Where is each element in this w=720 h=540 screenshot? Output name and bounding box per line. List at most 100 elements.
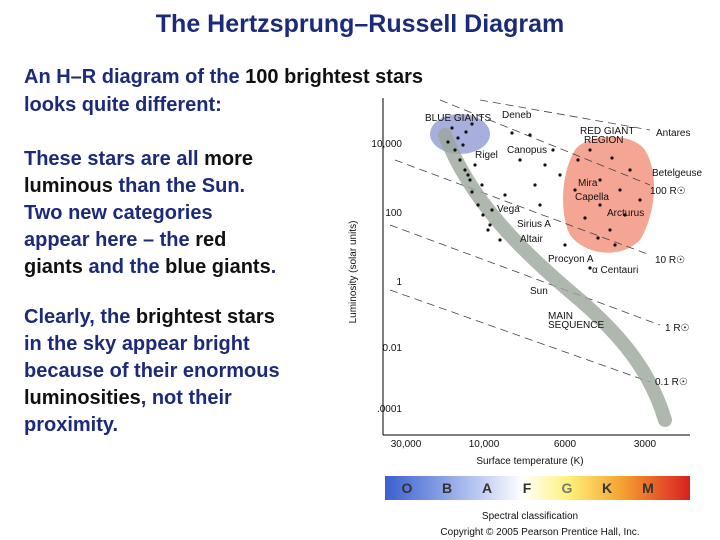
main-sequence: [438, 128, 672, 427]
text-segment: .: [271, 256, 277, 278]
star-dot: [628, 168, 632, 172]
star-dot: [598, 203, 602, 207]
text-segment: and the: [83, 256, 165, 278]
star-dot: [466, 173, 470, 177]
star-dot: [558, 173, 562, 177]
text-line: These stars are all more: [24, 148, 253, 170]
text-segment: , not their: [141, 387, 232, 409]
star-dot: [490, 208, 494, 212]
star-dot: [503, 193, 507, 197]
star-dot: [461, 143, 465, 147]
star-label: 1 R☉: [665, 323, 690, 334]
star-label: Vega: [497, 204, 520, 215]
star-dot: [613, 243, 617, 247]
spectral-class: G: [562, 480, 573, 496]
star-dot: [588, 266, 592, 270]
star-dot: [563, 243, 567, 247]
spectral-class: K: [602, 480, 612, 496]
y-axis-label: Luminosity (solar units): [348, 221, 359, 324]
text-line: looks quite different:: [24, 94, 222, 116]
text-segment: appear here – the: [24, 229, 195, 251]
star-dot: [583, 216, 587, 220]
star-dot: [588, 148, 592, 152]
text-segment: Clearly, the: [24, 306, 136, 328]
y-tick-label: 0.01: [383, 343, 403, 354]
star-dot: [596, 236, 600, 240]
text-line: Two new categories: [24, 202, 213, 224]
y-tick-label: 10,000: [371, 139, 402, 150]
star-label: Procyon A: [548, 254, 594, 265]
spectral-class: F: [523, 480, 532, 496]
text-segment: looks quite different:: [24, 94, 222, 116]
emphasis: blue giants: [165, 256, 271, 278]
star-label: Sun: [530, 286, 548, 297]
star-label: Canopus: [507, 145, 547, 156]
star-label: 0.1 R☉: [655, 377, 688, 388]
star-dot: [538, 203, 542, 207]
star-label: REGION: [584, 135, 623, 146]
spectral-class: O: [402, 480, 413, 496]
emphasis: giants: [24, 256, 83, 278]
star-label: 10 R☉: [655, 255, 685, 266]
emphasis: brightest stars: [136, 306, 275, 328]
star-dot: [576, 158, 580, 162]
star-label: Rigel: [475, 150, 498, 161]
star-dot: [464, 130, 468, 134]
star-dot: [598, 178, 602, 182]
star-label: SEQUENCE: [548, 320, 604, 331]
star-label: Betelgeuse: [652, 168, 702, 179]
star-dot: [473, 163, 477, 167]
text-line: appear here – the red: [24, 229, 226, 251]
star-label: Capella: [575, 192, 609, 203]
star-dot: [450, 126, 454, 130]
emphasis: 100 brightest stars: [245, 66, 423, 88]
star-dot: [623, 213, 627, 217]
star-label: α Centauri: [592, 265, 638, 276]
text-segment: Two new categories: [24, 202, 213, 224]
emphasis: red: [195, 229, 226, 251]
star-dot: [498, 238, 502, 242]
star-dot: [476, 203, 480, 207]
star-dot: [551, 148, 555, 152]
star-dot: [453, 148, 457, 152]
radius-lines: [389, 99, 661, 383]
text-segment: These stars are all: [24, 148, 204, 170]
star-dot: [638, 198, 642, 202]
spectral-class: A: [482, 480, 492, 496]
star-dot: [610, 156, 614, 160]
star-label: Antares: [656, 128, 690, 139]
spectral-bar: [385, 476, 690, 500]
text-segment: because of their enormous: [24, 360, 280, 382]
star-label: RED GIANT: [580, 126, 634, 137]
red-giant-region: [563, 136, 655, 253]
y-tick-label: 1: [396, 277, 402, 288]
text-segment: proximity.: [24, 414, 118, 436]
star-dot: [458, 158, 462, 162]
star-label: Altair: [520, 234, 543, 245]
spectral-label: Spectral classification: [482, 511, 578, 522]
slide-title: The Hertzsprung–Russell Diagram: [156, 10, 564, 38]
star-dot: [486, 228, 490, 232]
star-dot: [533, 183, 537, 187]
star-dot: [480, 183, 484, 187]
y-tick-label: 100: [385, 208, 402, 219]
spectral-class: M: [642, 480, 654, 496]
star-dot: [573, 188, 577, 192]
star-dot: [481, 213, 485, 217]
x-tick-label: 3000: [634, 439, 657, 450]
star-label: 100 R☉: [650, 186, 686, 197]
text-segment: in the sky appear bright: [24, 333, 250, 355]
emphasis: more: [204, 148, 253, 170]
x-tick-label: 6000: [554, 439, 577, 450]
text-line: luminosities, not their: [24, 387, 232, 409]
text-line: because of their enormous: [24, 360, 280, 382]
star-label: Mira: [578, 178, 598, 189]
y-tick-label: .0001: [377, 404, 402, 415]
star-dot: [446, 140, 450, 144]
hr-diagram: [382, 98, 690, 500]
star-dot: [456, 136, 460, 140]
star-dot: [510, 131, 514, 135]
x-tick-label: 10,000: [469, 439, 500, 450]
